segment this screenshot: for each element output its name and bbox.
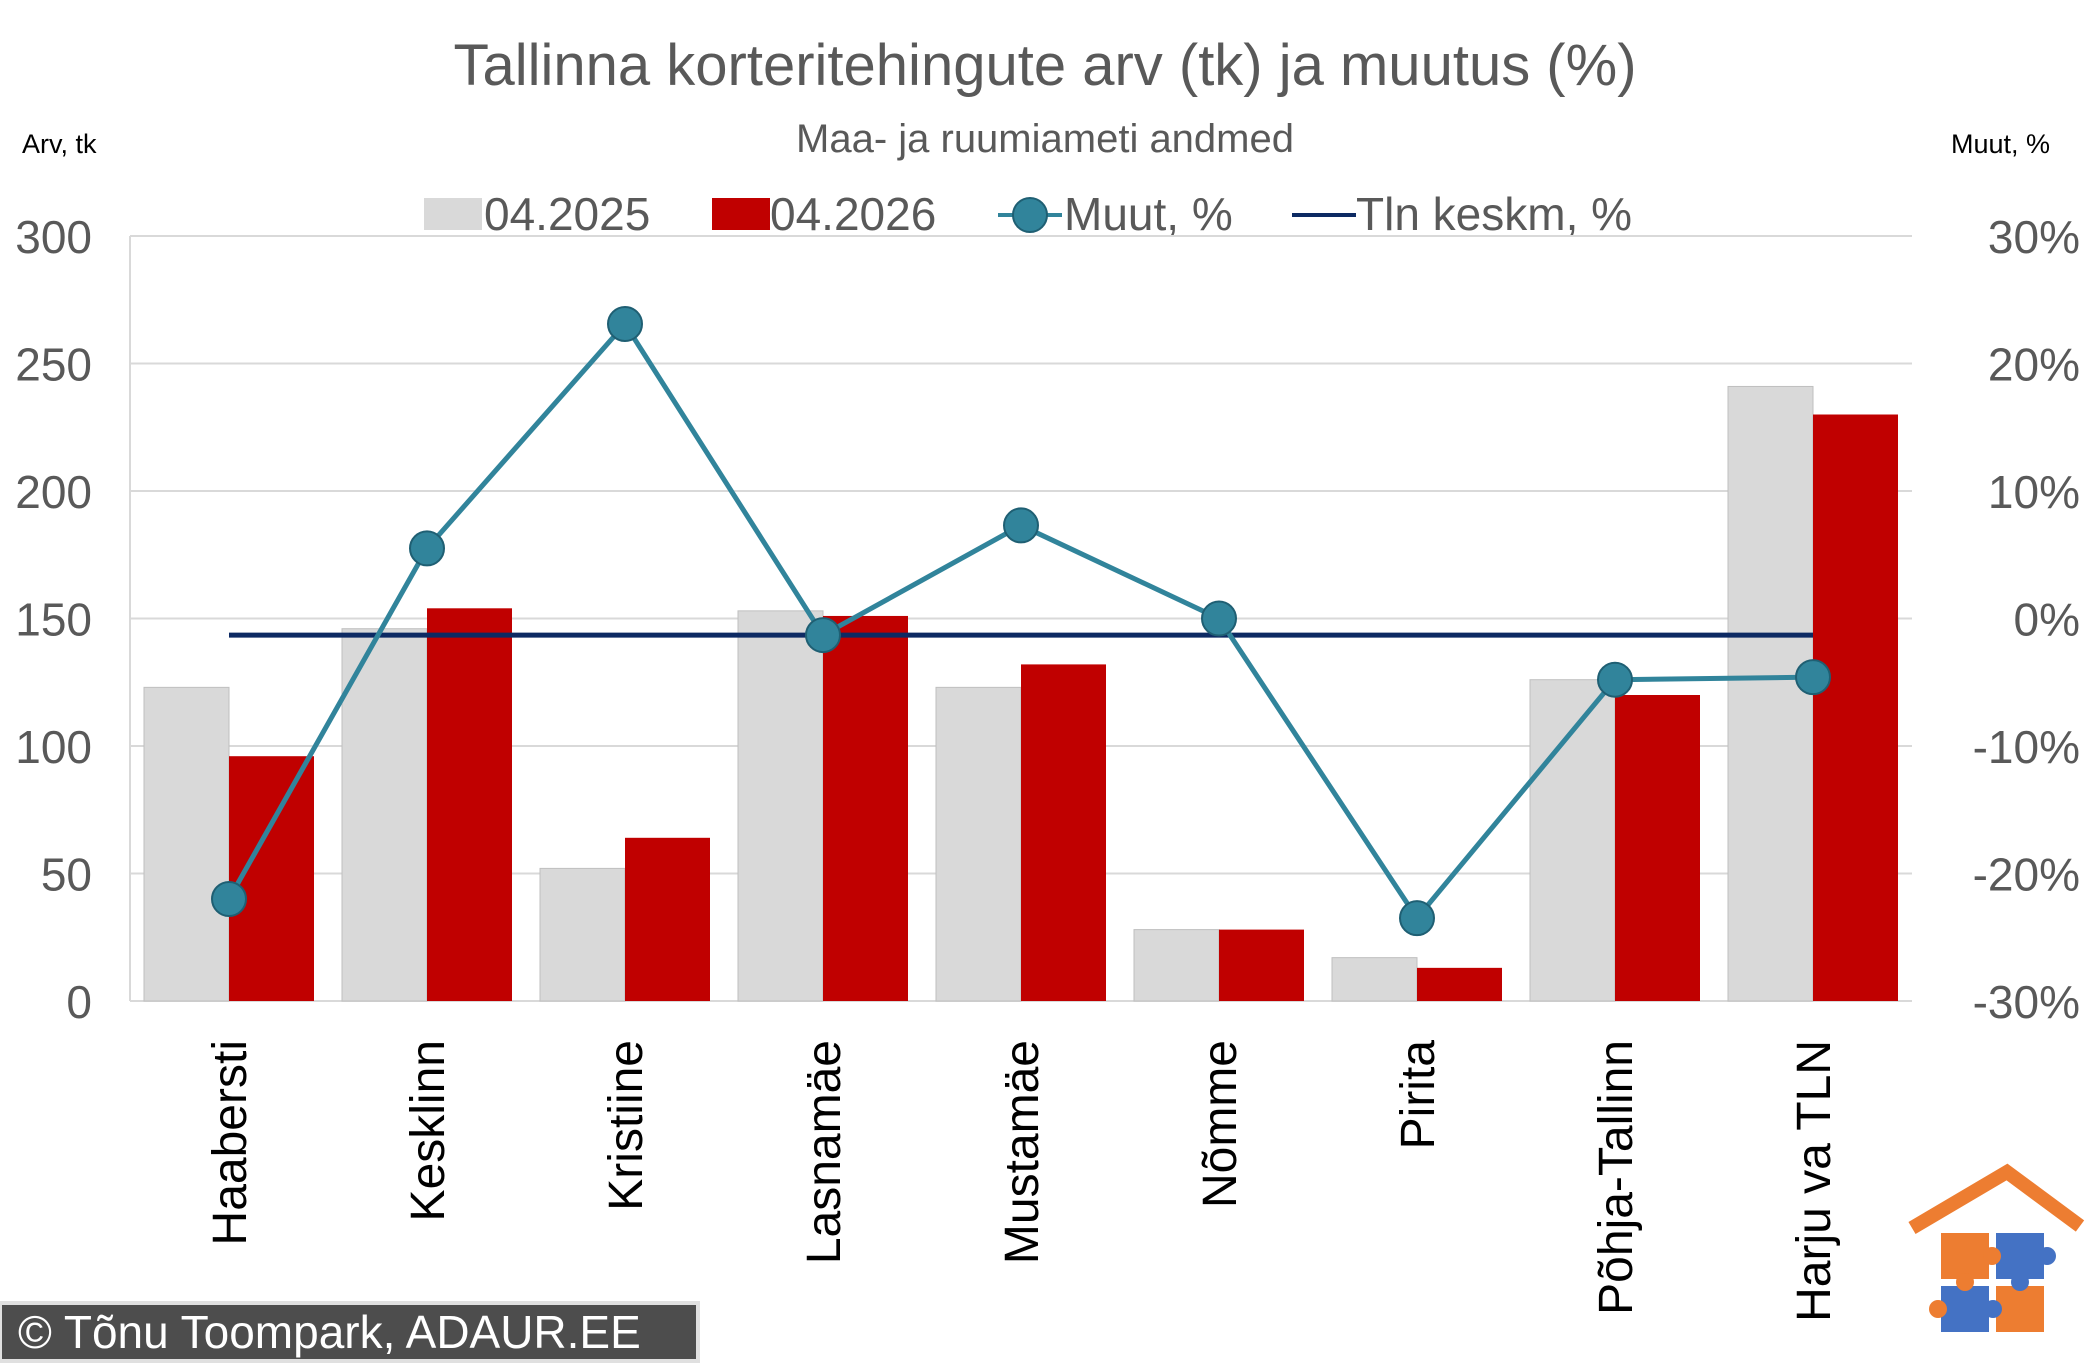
chart-subtitle: Maa- ja ruumiameti andmed	[796, 117, 1294, 161]
y2-tick-label: 0%	[2014, 594, 2080, 646]
bar-2025	[935, 686, 1022, 1002]
muut-point	[1597, 661, 1633, 698]
y2-tick-label: -10%	[1973, 721, 2080, 773]
x-tick-label: Harju va TLN	[1788, 1040, 1841, 1322]
bar-2026	[427, 608, 512, 1001]
chart-title: Tallinna korteritehingute arv (tk) ja mu…	[453, 33, 1636, 98]
y-tick-label: 150	[15, 594, 92, 646]
bar-2025	[341, 628, 428, 1002]
y-tick-label: 100	[15, 721, 92, 773]
x-tick-label: Nõmme	[1194, 1040, 1247, 1208]
y-axis-ticks: 0 50 100 150 200 250 300	[15, 211, 92, 1028]
x-axis-ticks: Haabersti Kesklinn Kristiine Lasnamäe Mustam…	[204, 1040, 1841, 1322]
bar-2026	[823, 615, 908, 1001]
logo-knob-1	[1983, 1247, 2001, 1265]
bar-2026	[1417, 967, 1502, 1001]
muut-point	[1795, 659, 1831, 696]
muut-point	[805, 617, 841, 654]
y-tick-label: 200	[15, 466, 92, 518]
legend: 04.2025 04.2026 Muut, % Tln keskm, %	[424, 188, 1632, 240]
logo-knob-4	[1984, 1300, 2002, 1318]
legend-item-2025: 04.2025	[424, 188, 650, 240]
legend-label-tln: Tln keskm, %	[1356, 188, 1632, 240]
muut-point	[1201, 600, 1237, 637]
bar-2025	[143, 686, 230, 1002]
legend-item-tln: Tln keskm, %	[1292, 188, 1632, 240]
y-tick-label: 300	[15, 211, 92, 263]
bar-2026	[625, 837, 710, 1001]
legend-label-muut: Muut, %	[1064, 188, 1233, 240]
y2-tick-label: -20%	[1973, 849, 2080, 901]
logo-piece-4	[1996, 1286, 2044, 1332]
bar-2025	[1133, 929, 1220, 1002]
legend-label-2026: 04.2026	[770, 188, 936, 240]
bar-2025	[737, 610, 824, 1002]
x-tick-label: Kesklinn	[402, 1040, 455, 1221]
muut-point	[1003, 507, 1039, 544]
logo-piece-3	[1941, 1286, 1989, 1332]
house-puzzle-logo	[1908, 1163, 2085, 1332]
legend-swatch-2026	[712, 198, 770, 230]
x-tick-label: Põhja-Tallinn	[1590, 1040, 1643, 1315]
bar-2025	[1331, 957, 1418, 1002]
y2-axis-ticks: -30% -20% -10% 0% 10% 20% 30%	[1973, 211, 2080, 1028]
copyright-box: © Tõnu Toompark, ADAUR.EE	[0, 1301, 700, 1363]
x-tick-label: Mustamäe	[996, 1040, 1049, 1264]
logo-knob-3	[1956, 1273, 1974, 1291]
legend-swatch-2025	[424, 198, 482, 230]
copyright-background	[0, 1301, 700, 1363]
logo-roof	[1908, 1163, 2085, 1235]
bar-2026	[1813, 414, 1898, 1001]
x-tick-label: Pirita	[1392, 1040, 1445, 1150]
bar-2026	[1615, 695, 1700, 1001]
bar-2025	[1727, 385, 1814, 1002]
lines	[211, 305, 1831, 937]
muut-point	[211, 881, 247, 917]
muut-point	[409, 530, 445, 567]
logo-knob-2	[2011, 1273, 2029, 1291]
x-tick-label: Lasnamäe	[798, 1040, 851, 1264]
y-tick-label: 0	[66, 976, 92, 1028]
bar-2026	[1219, 929, 1304, 1001]
legend-item-muut: Muut, %	[998, 188, 1233, 240]
logo-piece-1	[1941, 1233, 1989, 1279]
copyright-text: © Tõnu Toompark, ADAUR.EE	[18, 1306, 641, 1358]
y-axis-label: Arv, tk	[22, 129, 97, 159]
legend-label-2025: 04.2025	[484, 188, 650, 240]
logo-piece-2	[1996, 1233, 2044, 1279]
y2-tick-label: 30%	[1988, 211, 2080, 263]
legend-item-2026: 04.2026	[712, 188, 936, 240]
y2-tick-label: 10%	[1988, 466, 2080, 518]
muut-point	[1399, 900, 1435, 937]
bar-2025	[539, 867, 626, 1002]
y-tick-label: 50	[41, 849, 92, 901]
y2-tick-label: -30%	[1973, 976, 2080, 1028]
logo-knob-5	[2038, 1247, 2056, 1265]
legend-marker-muut	[1012, 197, 1048, 233]
y2-tick-label: 20%	[1988, 339, 2080, 391]
y-tick-label: 250	[15, 339, 92, 391]
y2-axis-label: Muut, %	[1951, 129, 2050, 159]
bar-2026	[1021, 664, 1106, 1001]
x-tick-label: Kristiine	[600, 1040, 653, 1211]
x-tick-label: Haabersti	[204, 1040, 257, 1245]
logo-knob-6	[1929, 1300, 1947, 1318]
muut-point	[607, 305, 643, 342]
